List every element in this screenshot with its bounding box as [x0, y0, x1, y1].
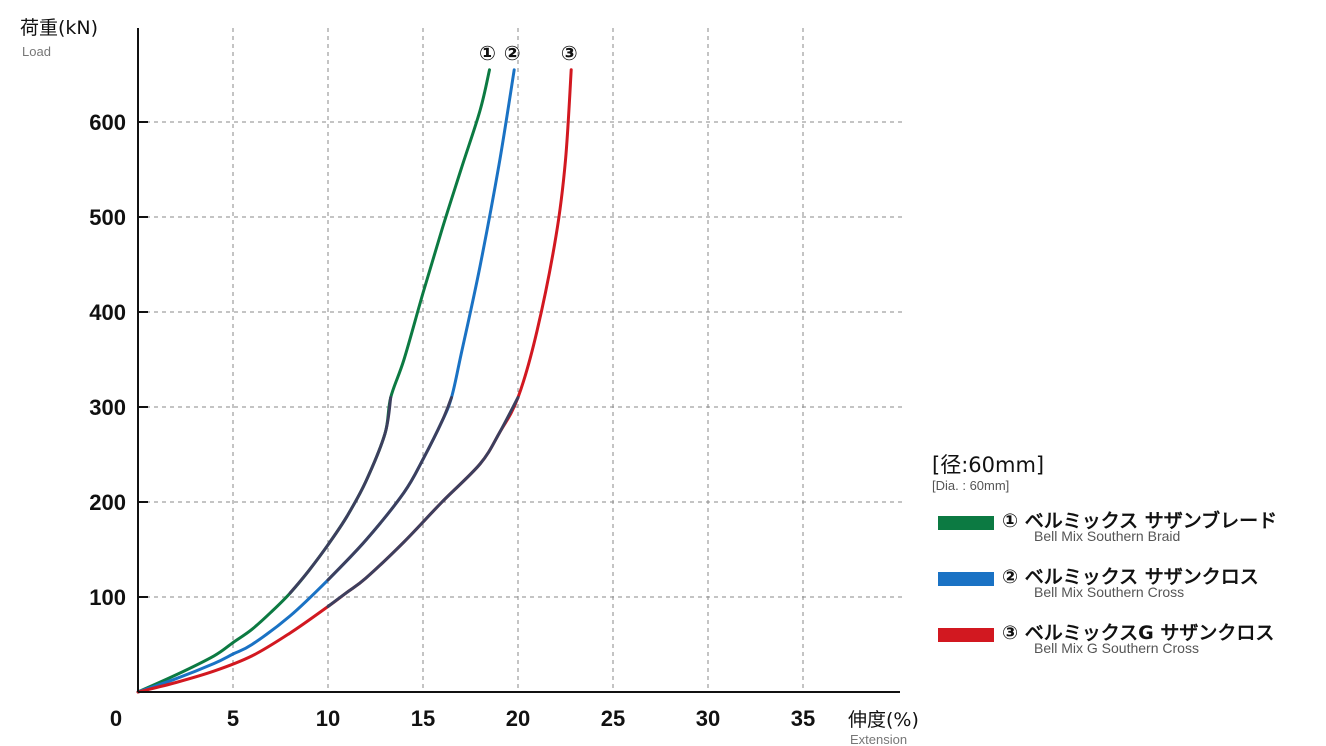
- x-tick-label: 30: [696, 706, 720, 731]
- x-tick-label: 20: [506, 706, 530, 731]
- legend-label-en: Bell Mix G Southern Cross: [1034, 640, 1199, 656]
- series-marker-1: ①: [479, 41, 496, 65]
- tick-labels: 5 10 15 20 25 30 35 100 200 300 400 500 600: [89, 110, 815, 731]
- x-axis-subtitle: Extension: [850, 732, 907, 746]
- grid-lines: [138, 28, 905, 692]
- y-axis-title: 荷重(kN): [20, 17, 98, 39]
- legend-item-2: ② ベルミックス サザンクロス Bell Mix Southern Cross: [932, 566, 1324, 622]
- origin-label: 0: [110, 706, 122, 731]
- legend-label-en: Bell Mix Southern Cross: [1034, 584, 1185, 600]
- y-tick-label: 400: [89, 300, 126, 325]
- y-axis-subtitle: Load: [22, 44, 51, 59]
- legend-title: [径:60mm]: [932, 453, 1045, 477]
- axes: [137, 28, 900, 693]
- x-tick-label: 35: [791, 706, 815, 731]
- series-segment-1: [288, 396, 393, 595]
- legend-label: ① ベルミックス サザンブレード: [1002, 510, 1278, 532]
- legend-items: ① ベルミックス サザンブレード Bell Mix Southern Braid ②…: [932, 510, 1324, 678]
- legend: [径:60mm] [Dia. : 60mm] ① ベルミックス サザンブレード B…: [932, 452, 1324, 678]
- y-tick-label: 300: [89, 395, 126, 420]
- series-marker-3: ③: [561, 41, 578, 65]
- x-axis-title: 伸度(%): [848, 709, 919, 731]
- series-curves: [136, 68, 573, 694]
- legend-label: ③ ベルミックスG サザンクロス: [1002, 622, 1275, 644]
- x-tick-label: 5: [227, 706, 239, 731]
- x-tick-label: 10: [316, 706, 340, 731]
- x-tick-label: 25: [601, 706, 625, 731]
- legend-subtitle: [Dia. : 60mm]: [932, 478, 1010, 493]
- series-segment-3: [326, 396, 520, 608]
- series-line-1: [136, 68, 491, 694]
- series-line-2: [136, 68, 516, 694]
- legend-swatch: [938, 572, 994, 586]
- series-marker-2: ②: [504, 41, 521, 65]
- legend-item-3: ③ ベルミックスG サザンクロス Bell Mix G Southern Cros…: [932, 622, 1324, 678]
- legend-label: ② ベルミックス サザンクロス: [1002, 566, 1259, 588]
- series-segment-2: [326, 396, 453, 582]
- x-tick-label: 15: [411, 706, 435, 731]
- legend-swatch: [938, 516, 994, 530]
- legend-item-1: ① ベルミックス サザンブレード Bell Mix Southern Braid: [932, 510, 1324, 566]
- series-line-3: [136, 68, 573, 694]
- y-tick-label: 600: [89, 110, 126, 135]
- y-tick-label: 200: [89, 490, 126, 515]
- legend-swatch: [938, 628, 994, 642]
- y-tick-label: 500: [89, 205, 126, 230]
- legend-label-en: Bell Mix Southern Braid: [1034, 528, 1181, 544]
- y-tick-label: 100: [89, 585, 126, 610]
